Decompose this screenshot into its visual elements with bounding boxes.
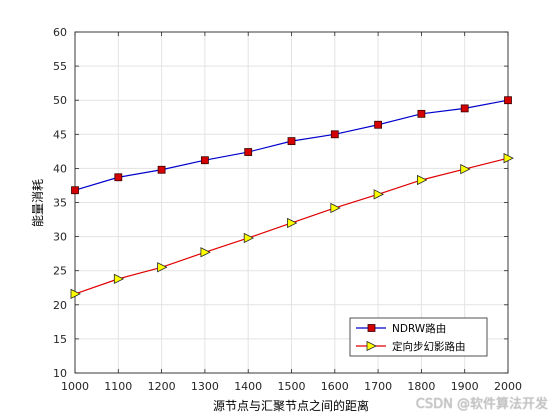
directed-phantom-point xyxy=(460,163,471,175)
directed-phantom-point xyxy=(330,202,341,214)
directed-phantom-point xyxy=(157,262,168,273)
y-tick-label: 25 xyxy=(53,265,67,278)
y-tick-label: 35 xyxy=(53,197,67,210)
directed-phantom-point xyxy=(287,217,298,229)
directed-phantom-point xyxy=(70,288,81,300)
tick-labels: 1000 1100 1200 1300 1400 1500 1600 1700 1800 1900… xyxy=(53,26,522,393)
ndrw-point xyxy=(157,165,166,174)
y-tick-label: 50 xyxy=(53,94,67,107)
ndrw-point xyxy=(504,96,512,105)
x-tick-label: 1100 xyxy=(104,380,132,393)
x-tick-label: 1000 xyxy=(61,380,89,393)
x-tick-label: 1300 xyxy=(191,380,219,393)
x-tick-label: 1500 xyxy=(278,380,306,393)
ndrw-point xyxy=(417,109,426,118)
x-tick-label: 2000 xyxy=(494,380,522,393)
directed-phantom-point xyxy=(243,232,255,244)
directed-phantom-point xyxy=(113,273,125,285)
ndrw-point xyxy=(244,148,253,156)
x-tick-label: 1200 xyxy=(148,380,176,393)
y-tick-label: 40 xyxy=(53,162,67,175)
y-tick-label: 45 xyxy=(53,128,67,141)
legend-marker-ndrw xyxy=(367,324,376,332)
legend-label-ndrw: NDRW路由 xyxy=(392,322,446,335)
y-tick-label: 10 xyxy=(53,367,67,380)
ndrw-point xyxy=(71,186,79,195)
ndrw-point xyxy=(460,104,469,113)
x-tick-label: 1600 xyxy=(321,380,349,393)
y-tick-label: 60 xyxy=(53,26,67,39)
series xyxy=(70,96,514,300)
x-tick-label: 1400 xyxy=(234,380,262,393)
x-tick-label: 1900 xyxy=(451,380,479,393)
y-tick-label: 15 xyxy=(53,333,67,346)
x-tick-label: 1800 xyxy=(407,380,435,393)
directed-phantom-point xyxy=(373,189,384,200)
ndrw-point xyxy=(374,120,383,129)
axes xyxy=(74,31,509,374)
legend-label-directed-phantom: 定向步幻影路由 xyxy=(392,340,466,353)
directed-phantom-point xyxy=(200,247,211,258)
y-tick-label: 30 xyxy=(53,231,67,244)
ndrw-point xyxy=(200,156,209,165)
y-tick-label: 55 xyxy=(53,60,67,73)
ndrw-point xyxy=(330,130,339,139)
watermark: CSDN @软件算法开发 xyxy=(415,397,548,412)
y-axis-label: 能量消耗 xyxy=(31,179,45,227)
x-tick-label: 1700 xyxy=(364,380,392,393)
x-axis-label: 源节点与汇聚节点之间的距离 xyxy=(213,398,369,413)
legend: NDRW路由 定向步幻影路由 xyxy=(349,317,488,357)
legend-marker-directed-phantom xyxy=(366,340,377,352)
y-tick-label: 20 xyxy=(53,299,67,312)
directed-phantom-point xyxy=(503,153,514,164)
directed-phantom-point xyxy=(416,174,428,186)
ndrw-point xyxy=(287,137,296,146)
ndrw-point xyxy=(114,173,123,182)
